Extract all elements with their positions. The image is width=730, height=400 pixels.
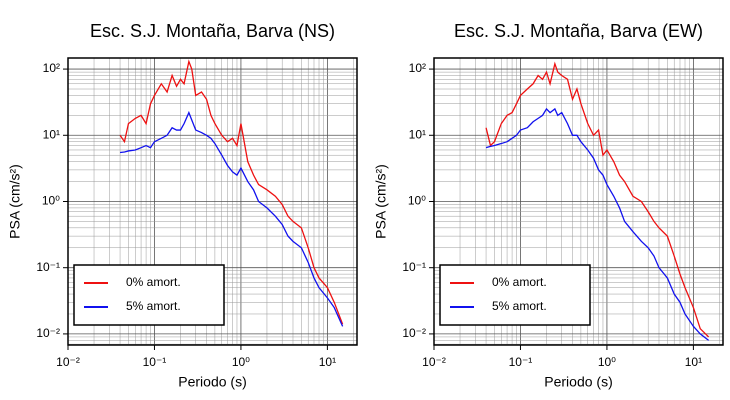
y-tick-label: 10⁻²: [36, 326, 60, 340]
x-axis-label: Periodo (s): [544, 374, 612, 390]
series-line: [485, 107, 710, 341]
x-tick-label: 10⁻¹: [509, 355, 533, 369]
series-line: [119, 110, 344, 327]
y-axis-label: PSA (cm/s²): [7, 164, 23, 239]
legend-label: 5% amort.: [126, 299, 181, 313]
plot-frame: [67, 57, 358, 346]
y-tick-label: 10²: [409, 61, 426, 75]
y-tick-label: 10⁰: [42, 194, 60, 208]
x-axis-label: Periodo (s): [178, 374, 246, 390]
chart-title: Esc. S.J. Montaña, Barva (NS): [90, 21, 335, 41]
x-tick-label: 10⁻²: [56, 355, 80, 369]
chart-panel: 10⁻² 10⁻¹ 10⁰ 10¹ 10⁻² 10⁻¹ 10⁰ 10¹ 10² 0% amort.…: [373, 21, 724, 390]
legend-box: [439, 264, 591, 326]
x-tick-label: 10⁻²: [422, 355, 446, 369]
x-tick-label: 10¹: [319, 355, 336, 369]
y-tick-label: 10⁻²: [402, 326, 426, 340]
y-axis-label: PSA (cm/s²): [373, 164, 389, 239]
series-line: [485, 61, 710, 338]
legend-label: 0% amort.: [126, 275, 181, 289]
chart-panel: 10⁻² 10⁻¹ 10⁰ 10¹ 10⁻² 10⁻¹ 10⁰ 10¹ 10² 0% amort.…: [7, 21, 358, 390]
y-tick-label: 10⁰: [408, 194, 426, 208]
y-tick-label: 10⁻¹: [36, 260, 60, 274]
chart-title: Esc. S.J. Montaña, Barva (EW): [454, 21, 703, 41]
y-tick-label: 10¹: [409, 127, 426, 141]
x-tick-label: 10⁰: [232, 355, 250, 369]
y-tick-label: 10²: [43, 61, 60, 75]
legend-label: 5% amort.: [492, 299, 547, 313]
legend-label: 0% amort.: [492, 275, 547, 289]
y-tick-label: 10⁻¹: [402, 260, 426, 274]
y-tick-label: 10¹: [43, 127, 60, 141]
x-tick-label: 10⁻¹: [143, 355, 167, 369]
x-tick-label: 10¹: [685, 355, 702, 369]
legend-box: [73, 264, 225, 326]
x-tick-label: 10⁰: [598, 355, 616, 369]
series-line: [119, 59, 344, 325]
plot-frame: [433, 57, 724, 346]
